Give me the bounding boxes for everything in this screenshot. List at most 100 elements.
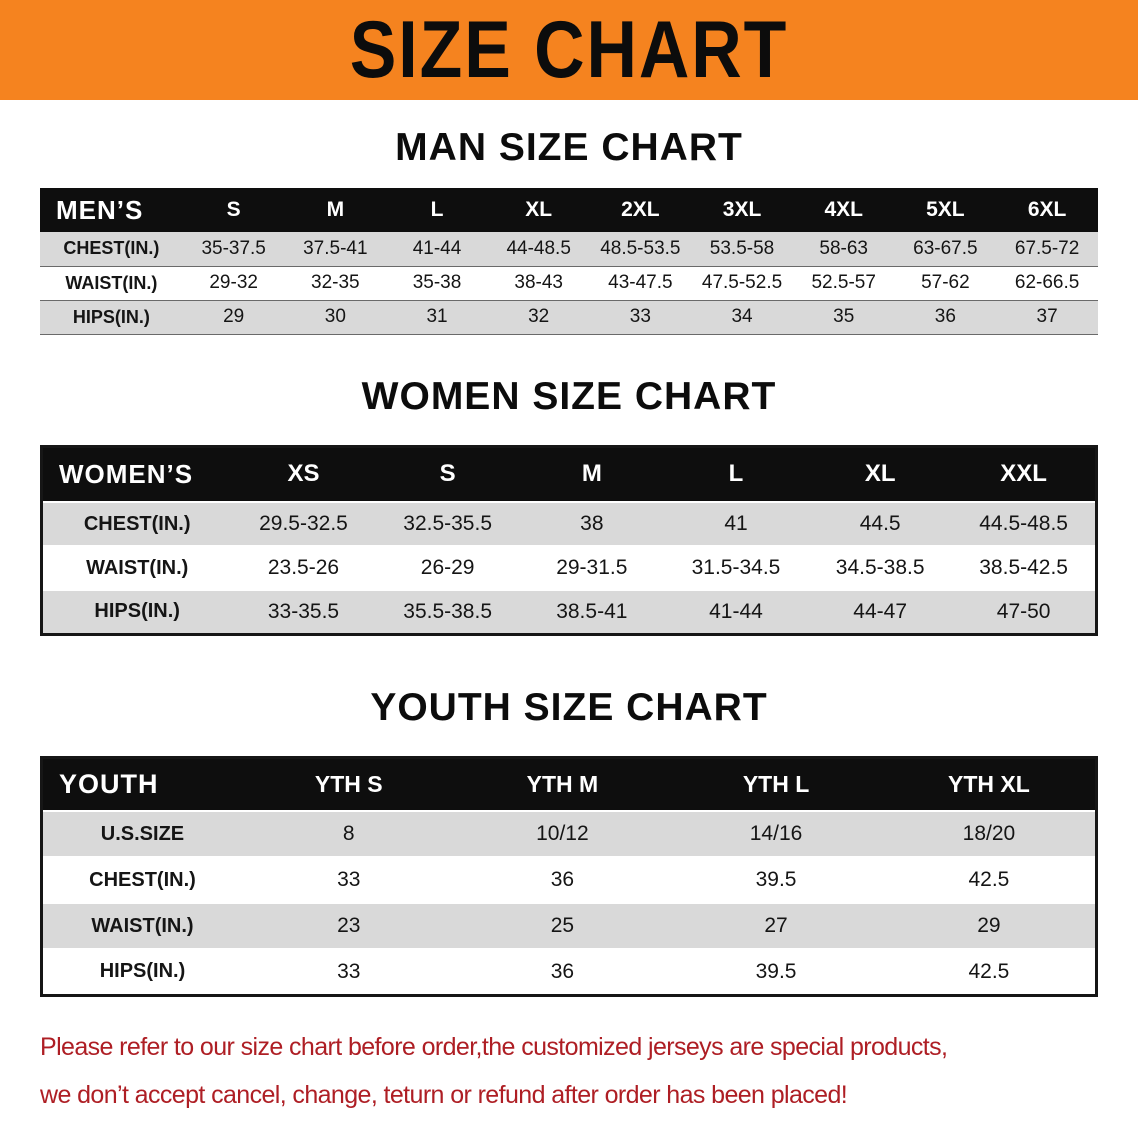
men-col-3xl: 3XL: [722, 198, 762, 221]
youth-size-table: YOUTH YTH S YTH M YTH L YTH XL U.S.SIZE 8 10/12…: [40, 755, 1098, 997]
men-cell-chest-in-xl: 44-48.5: [506, 237, 571, 259]
youth-header-row: YOUTH YTH S YTH M YTH L YTH XL: [41, 757, 1097, 811]
women-cell-hips-in-s: 35.5-38.5: [403, 599, 493, 623]
youth-cell-u-s-size-yth-xl: 18/20: [962, 822, 1016, 845]
men-col-6xl: 6XL: [1027, 198, 1067, 221]
men-cell-waist-in-s: 29-32: [209, 272, 258, 293]
disclaimer-line-1: Please refer to our size chart before or…: [40, 1032, 948, 1061]
youth-cell-u-s-size-yth-s: 8: [342, 822, 355, 845]
men-section-heading: MAN SIZE CHART: [395, 126, 743, 169]
youth-cell-hips-in-yth-l: 39.5: [755, 959, 797, 983]
men-cell-chest-in-3xl: 53.5-58: [709, 237, 775, 259]
youth-row-u-s-size: U.S.SIZE 8 10/12 14/16 18/20: [41, 811, 1097, 857]
men-cell-hips-in-s: 29: [223, 306, 245, 327]
youth-cell-chest-in-yth-s: 33: [337, 868, 361, 891]
men-table: MEN’S S M L XL 2XL 3XL 4XL 5XL 6XL CHEST(IN.) 35-37…: [40, 188, 1098, 335]
men-row-hips-in: HIPS(IN.) 29 30 31 32 33 34 35 36 37: [40, 300, 1098, 334]
youth-cell-waist-in-yth-m: 25: [550, 914, 575, 937]
women-cell-chest-in-l: 41: [724, 512, 748, 535]
youth-cell-hips-in-yth-xl: 42.5: [968, 959, 1010, 983]
men-cell-chest-in-s: 35-37.5: [201, 237, 266, 259]
youth-cell-waist-in-yth-s: 23: [337, 914, 361, 937]
women-col-xl: XL: [864, 460, 896, 488]
youth-col-yth-m: YTH M: [526, 770, 599, 797]
women-row-hips-in: HIPS(IN.) 33-35.5 35.5-38.5 38.5-41 41-44 44-…: [41, 590, 1097, 634]
men-row-label-chest-in: CHEST(IN.): [63, 238, 160, 259]
women-cell-waist-in-xxl: 38.5-42.5: [979, 556, 1068, 579]
women-table: WOMEN’S XS S M L XL XXL CHEST(IN.) 29.5-32.5 32.5…: [40, 444, 1098, 636]
women-corner-label: WOMEN’S: [59, 458, 194, 489]
youth-row-waist-in: WAIST(IN.) 23 25 27 29: [41, 903, 1097, 949]
youth-cell-chest-in-yth-l: 39.5: [755, 868, 797, 891]
men-cell-hips-in-xl: 32: [528, 306, 550, 327]
men-cell-hips-in-5xl: 36: [934, 306, 956, 327]
women-row-label-waist-in: WAIST(IN.): [86, 556, 189, 579]
men-cell-chest-in-5xl: 63-67.5: [913, 237, 978, 259]
women-size-table: WOMEN’S XS S M L XL XXL CHEST(IN.) 29.5-32.5 32.5…: [40, 444, 1098, 636]
men-cell-chest-in-m: 37.5-41: [303, 237, 368, 259]
women-row-label-chest-in: CHEST(IN.): [83, 512, 191, 535]
men-col-2xl: 2XL: [621, 198, 660, 221]
men-cell-chest-in-6xl: 67.5-72: [1014, 237, 1080, 259]
youth-section-heading: YOUTH SIZE CHART: [370, 685, 768, 729]
women-cell-waist-in-m: 29-31.5: [556, 556, 628, 579]
youth-row-label-u-s-size: U.S.SIZE: [100, 822, 185, 845]
men-cell-hips-in-3xl: 34: [731, 306, 753, 327]
men-section: MAN SIZE CHART MEN’S S M L XL 2XL 3XL 4XL 5XL 6XL…: [0, 126, 1138, 335]
women-cell-chest-in-xs: 29.5-32.5: [259, 512, 348, 535]
youth-col-yth-l: YTH L: [742, 770, 810, 797]
men-cell-chest-in-2xl: 48.5-53.5: [600, 237, 681, 259]
women-col-l: L: [728, 460, 744, 488]
men-col-l: L: [430, 198, 444, 221]
youth-cell-chest-in-yth-xl: 42.5: [968, 868, 1010, 891]
men-cell-waist-in-6xl: 62-66.5: [1014, 272, 1080, 293]
men-row-chest-in: CHEST(IN.) 35-37.5 37.5-41 41-44 44-48.5 48.5…: [40, 232, 1098, 266]
youth-section: YOUTH SIZE CHART YOUTH YTH S YTH M YTH L YTH…: [0, 686, 1138, 997]
youth-cell-u-s-size-yth-m: 10/12: [536, 822, 589, 845]
men-cell-waist-in-m: 32-35: [311, 272, 360, 293]
women-section: WOMEN SIZE CHART WOMEN’S XS S M L XL XXL CHEST(…: [0, 375, 1138, 636]
men-col-m: M: [326, 198, 345, 221]
men-col-xl: XL: [525, 198, 553, 221]
women-cell-hips-in-xxl: 47-50: [996, 599, 1051, 623]
women-cell-hips-in-xs: 33-35.5: [267, 599, 340, 623]
youth-cell-waist-in-yth-xl: 29: [977, 914, 1001, 937]
men-cell-waist-in-xl: 38-43: [514, 272, 563, 293]
disclaimer: Please refer to our size chart before or…: [40, 1023, 1098, 1119]
men-cell-hips-in-m: 30: [324, 306, 346, 327]
youth-row-label-chest-in: CHEST(IN.): [89, 868, 196, 891]
women-cell-chest-in-xxl: 44.5-48.5: [979, 512, 1068, 535]
women-cell-chest-in-s: 32.5-35.5: [403, 512, 493, 535]
men-cell-hips-in-2xl: 33: [629, 306, 651, 327]
men-cell-waist-in-5xl: 57-62: [921, 272, 970, 293]
banner: SIZE CHART: [0, 0, 1138, 100]
women-col-s: S: [439, 460, 456, 488]
youth-cell-u-s-size-yth-l: 14/16: [749, 822, 803, 845]
men-cell-hips-in-4xl: 35: [833, 306, 855, 327]
women-cell-chest-in-m: 38: [580, 512, 604, 535]
men-row-label-waist-in: WAIST(IN.): [65, 272, 158, 293]
men-col-4xl: 4XL: [824, 198, 863, 221]
banner-title: SIZE CHART: [349, 5, 789, 95]
youth-row-hips-in: HIPS(IN.) 33 36 39.5 42.5: [41, 949, 1097, 995]
youth-row-label-hips-in: HIPS(IN.): [99, 960, 186, 983]
women-cell-hips-in-l: 41-44: [709, 599, 763, 623]
men-cell-waist-in-4xl: 52.5-57: [811, 272, 876, 293]
youth-cell-chest-in-yth-m: 36: [550, 868, 575, 891]
youth-col-yth-xl: YTH XL: [948, 770, 1030, 797]
men-cell-hips-in-6xl: 37: [1036, 306, 1058, 327]
men-cell-chest-in-l: 41-44: [412, 237, 462, 259]
youth-cell-waist-in-yth-l: 27: [764, 914, 788, 937]
women-cell-waist-in-s: 26-29: [420, 556, 475, 579]
youth-corner-label: YOUTH: [59, 768, 159, 799]
men-cell-waist-in-2xl: 43-47.5: [608, 272, 673, 293]
women-row-waist-in: WAIST(IN.) 23.5-26 26-29 29-31.5 31.5-34.5 34…: [41, 546, 1097, 590]
youth-row-chest-in: CHEST(IN.) 33 36 39.5 42.5: [41, 857, 1097, 903]
men-cell-waist-in-l: 35-38: [412, 272, 462, 293]
youth-row-label-waist-in: WAIST(IN.): [91, 914, 194, 937]
women-cell-waist-in-xs: 23.5-26: [267, 556, 340, 579]
women-cell-chest-in-xl: 44.5: [859, 512, 901, 535]
women-col-xs: XS: [287, 460, 320, 488]
men-cell-waist-in-3xl: 47.5-52.5: [701, 272, 783, 293]
youth-cell-hips-in-yth-m: 36: [550, 959, 575, 983]
